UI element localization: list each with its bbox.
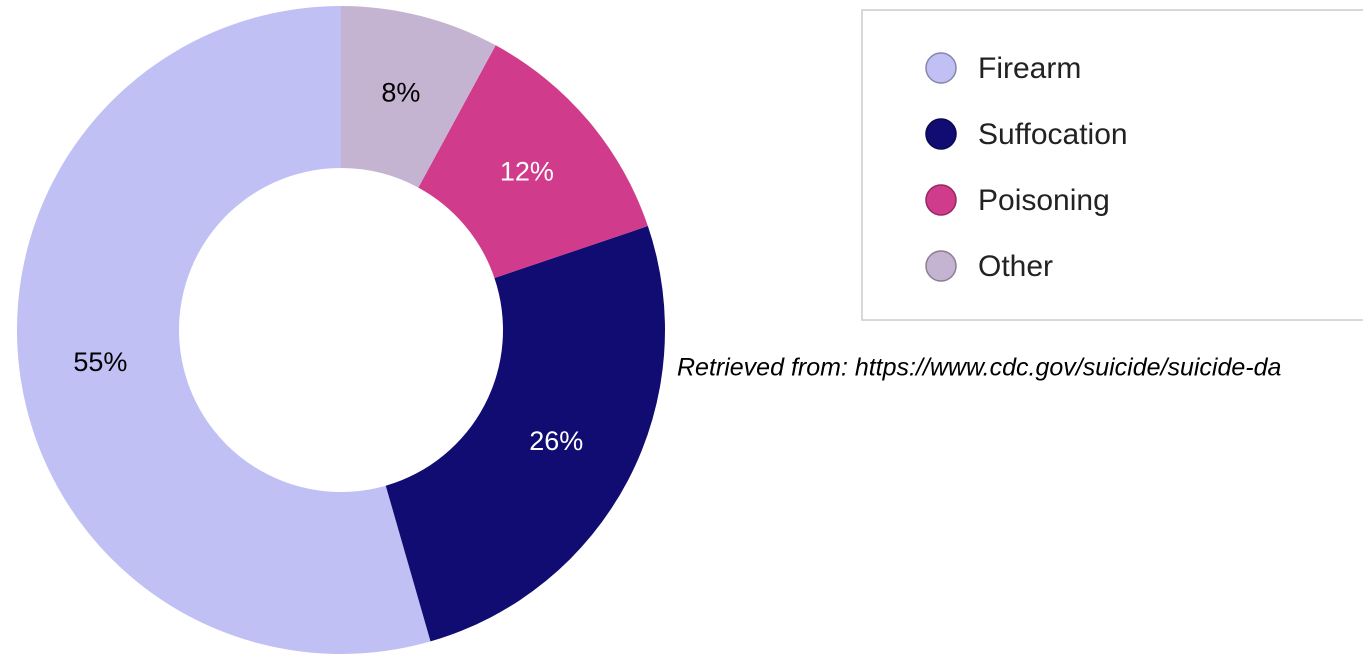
legend-label: Suffocation: [978, 118, 1128, 151]
legend-label: Other: [978, 250, 1053, 283]
source-note: Retrieved from: https://www.cdc.gov/suic…: [677, 354, 1282, 382]
legend-swatch: [925, 250, 957, 282]
donut-slice: [385, 226, 666, 642]
donut-slice: [16, 6, 431, 655]
slice-label: 55%: [73, 347, 127, 377]
slice-label: 8%: [381, 78, 420, 108]
legend-label: Poisoning: [978, 184, 1110, 217]
legend-swatch: [925, 118, 957, 150]
legend-swatch: [925, 184, 957, 216]
slice-label: 12%: [500, 157, 554, 187]
donut-slice: [418, 45, 648, 279]
legend-label: Firearm: [978, 52, 1081, 85]
slice-label: 26%: [529, 426, 583, 456]
legend-swatch: [925, 52, 957, 84]
donut-slice: [341, 6, 496, 188]
